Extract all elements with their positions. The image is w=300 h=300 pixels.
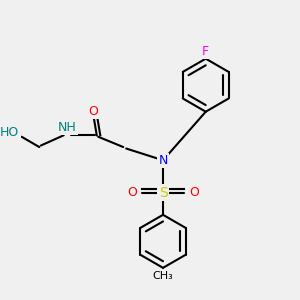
Text: NH: NH [58, 121, 76, 134]
Text: F: F [202, 45, 209, 58]
Text: O: O [127, 186, 137, 199]
Text: HO: HO [0, 126, 20, 139]
Text: CH₃: CH₃ [153, 271, 173, 281]
Text: O: O [88, 105, 98, 118]
Text: N: N [158, 154, 168, 167]
Text: O: O [189, 186, 199, 199]
Text: S: S [159, 186, 167, 200]
